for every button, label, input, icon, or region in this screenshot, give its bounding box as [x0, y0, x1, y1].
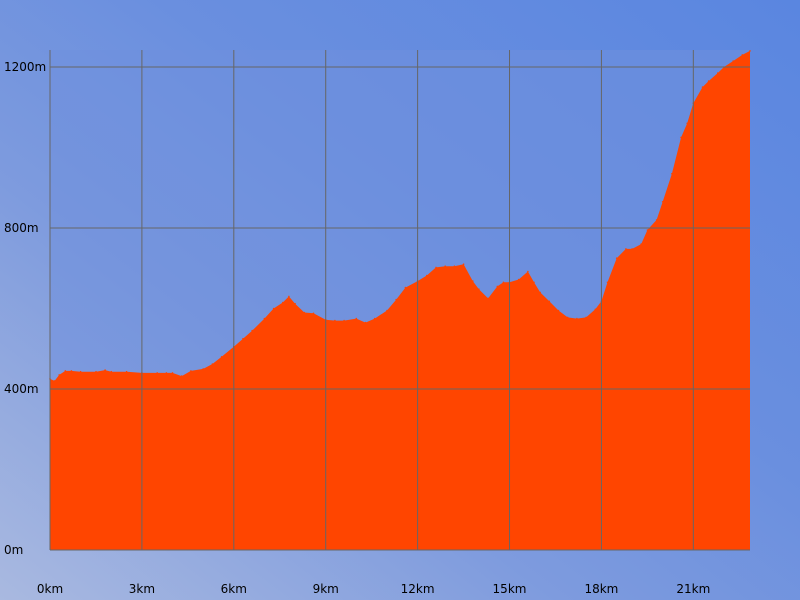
gridlines	[49, 50, 750, 551]
elevation-point	[171, 372, 174, 374]
y-tick-label: 1200m	[4, 60, 46, 74]
elevation-point	[202, 368, 204, 370]
elevation-point	[435, 266, 437, 269]
y-axis: 0m 400m 800m 1200m	[4, 60, 46, 557]
elevation-point	[404, 286, 407, 289]
elevation-point	[701, 86, 704, 88]
elevation-point	[355, 317, 358, 320]
x-tick-label: 6km	[221, 582, 247, 596]
elevation-point	[334, 319, 336, 322]
elevation-point	[156, 372, 158, 374]
elevation-point	[263, 317, 266, 320]
elevation-point	[557, 309, 560, 312]
elevation-point	[165, 372, 168, 374]
elevation-point	[53, 380, 56, 382]
elevation-point	[125, 370, 128, 373]
elevation-point	[594, 308, 597, 311]
elevation-point	[741, 54, 744, 56]
elevation-point	[282, 301, 284, 304]
elevation-point	[606, 281, 609, 284]
y-tick-label: 800m	[4, 221, 39, 235]
elevation-point	[453, 265, 456, 268]
elevation-point	[487, 297, 489, 300]
elevation-point	[79, 370, 82, 373]
elevation-point	[502, 281, 505, 284]
x-tick-label: 15km	[493, 582, 527, 596]
elevation-point	[548, 300, 551, 303]
elevation-point	[110, 370, 113, 373]
elevation-point	[646, 229, 649, 231]
elevation-point	[661, 201, 664, 203]
x-tick-label: 0km	[37, 582, 63, 596]
elevation-point	[251, 329, 253, 332]
elevation-point	[527, 270, 529, 273]
elevation-point	[444, 265, 447, 268]
x-tick-label: 12km	[401, 582, 435, 596]
y-tick-label: 0m	[4, 543, 23, 557]
elevation-point	[671, 172, 673, 175]
elevation-point	[294, 302, 296, 305]
elevation-point	[95, 370, 97, 373]
elevation-point	[288, 295, 290, 298]
elevation-point	[655, 219, 658, 221]
elevation-point	[566, 316, 569, 319]
x-axis: 0km 3km 6km 9km 12km 15km 18km 21km	[37, 582, 710, 596]
elevation-point	[211, 363, 214, 365]
elevation-point	[707, 80, 710, 82]
elevation-point	[364, 321, 367, 324]
elevation-point	[386, 309, 388, 312]
elevation-point	[680, 136, 682, 139]
elevation-point	[462, 263, 465, 266]
x-tick-label: 21km	[676, 582, 710, 596]
elevation-point	[625, 248, 627, 250]
elevation-point	[220, 356, 223, 358]
elevation-point	[395, 298, 398, 301]
x-tick-label: 18km	[584, 582, 618, 596]
elevation-point	[180, 375, 183, 377]
elevation-point	[496, 285, 499, 288]
elevation-point	[472, 280, 474, 282]
elevation-point	[640, 243, 642, 245]
elevation-point	[58, 374, 60, 376]
elevation-point	[373, 317, 376, 320]
elevation-area	[50, 50, 750, 551]
elevation-point	[104, 369, 106, 371]
elevation-point	[242, 337, 244, 340]
elevation-point	[539, 291, 541, 294]
elevation-point	[533, 281, 535, 284]
elevation-point	[686, 122, 688, 125]
elevation-area-layer	[49, 50, 751, 551]
elevation-point	[343, 319, 345, 322]
x-tick-label: 9km	[313, 582, 339, 596]
elevation-point	[426, 274, 428, 277]
elevation-point	[312, 312, 315, 315]
y-tick-label: 400m	[4, 382, 39, 396]
elevation-point	[615, 257, 618, 260]
elevation-point	[303, 311, 306, 314]
elevation-point	[576, 317, 578, 320]
elevation-point	[190, 370, 192, 372]
elevation-point	[749, 50, 751, 52]
elevation-point	[631, 248, 633, 250]
x-tick-label: 3km	[129, 582, 155, 596]
elevation-point	[272, 307, 275, 310]
elevation-point	[517, 278, 520, 281]
elevation-point	[64, 370, 67, 372]
elevation-point	[717, 72, 719, 74]
elevation-point	[585, 316, 587, 319]
elevation-point	[732, 60, 734, 62]
elevation-point	[478, 288, 480, 291]
elevation-point	[70, 370, 73, 372]
